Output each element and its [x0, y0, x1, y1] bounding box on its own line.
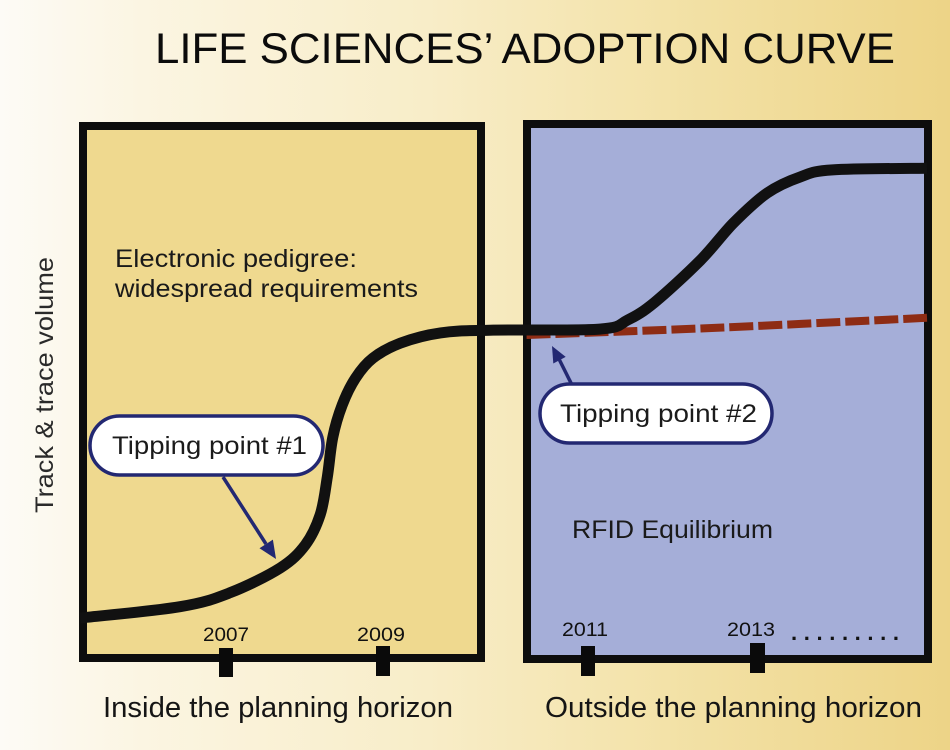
tipping-point-2-callout: Tipping point #2 [538, 346, 774, 445]
tipping-point-1-arrow-icon [221, 476, 268, 545]
tipping-point-1-label: Tipping point #1 [112, 432, 307, 460]
outside-horizon-label: Outside the planning horizon [545, 692, 922, 724]
tick-2009 [376, 646, 390, 676]
year-label-2007: 2007 [203, 625, 249, 646]
tipping-point-1-bubble [88, 414, 325, 477]
inside-horizon-label: Inside the planning horizon [103, 692, 453, 724]
tipping-point-2-label: Tipping point #2 [560, 400, 757, 428]
y-axis-label: Track & trace volume [31, 257, 59, 513]
adoption-curve-line [79, 162, 928, 624]
chart-title: LIFE SCIENCES’ ADOPTION CURVE [155, 25, 895, 73]
year-label-2011: 2011 [562, 620, 608, 641]
electronic-pedigree-note-line-2: widespread requirements [114, 275, 418, 303]
tipping-point-2-arrow-icon [557, 359, 574, 386]
arrowhead-icon [552, 346, 566, 364]
tick-2013 [750, 643, 765, 673]
arrowhead-icon [259, 539, 276, 559]
timeline-continuation-dots: ......... [791, 620, 899, 645]
year-label-2013: 2013 [727, 620, 775, 641]
tipping-point-1-callout: Tipping point #1 [88, 414, 325, 559]
inside-horizon-panel [79, 122, 485, 662]
year-label-2009: 2009 [357, 625, 405, 646]
tipping-point-2-bubble [538, 382, 774, 445]
tick-2007 [219, 648, 233, 677]
rfid-equilibrium-note: RFID Equilibrium [572, 516, 773, 544]
tick-2011 [581, 646, 595, 676]
electronic-pedigree-note-line-1: Electronic pedigree: [115, 245, 357, 273]
